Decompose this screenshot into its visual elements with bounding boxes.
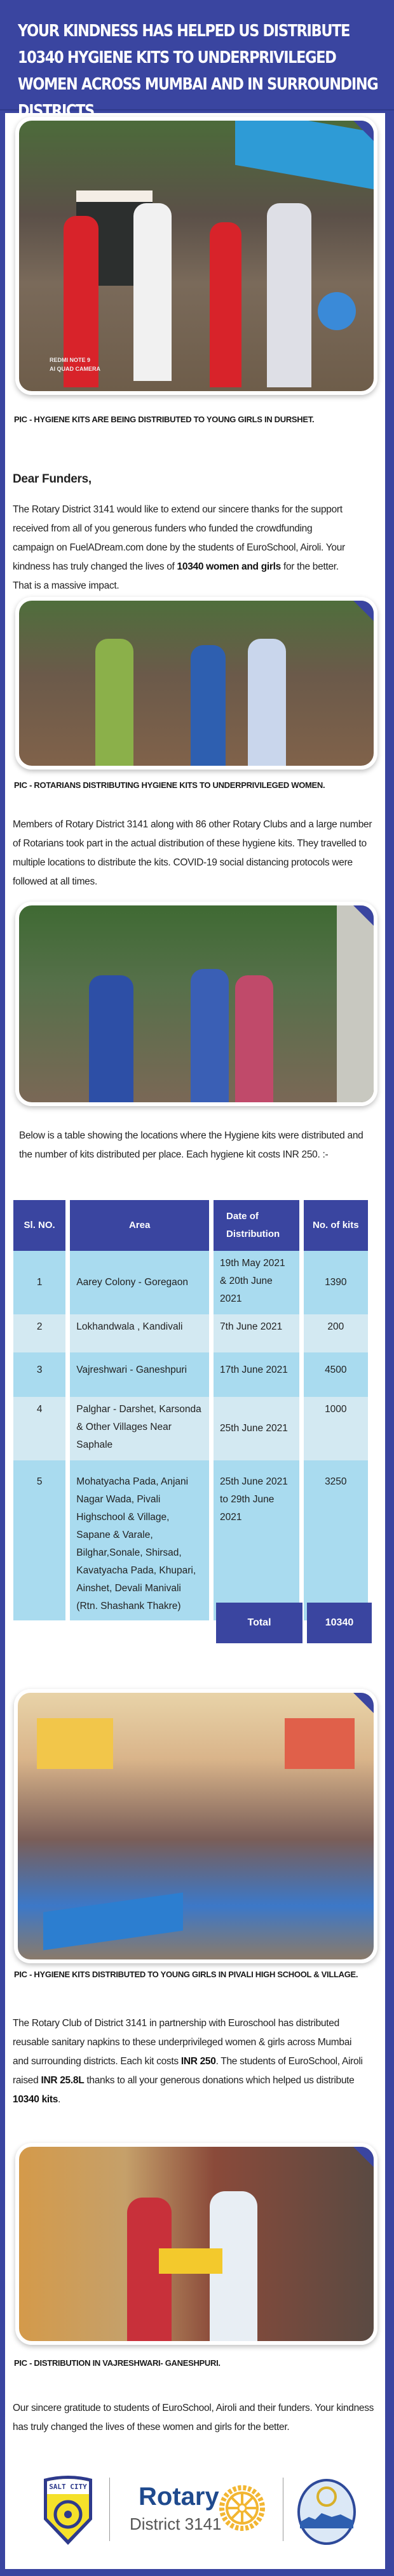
- photo-rotarians-distributing: [15, 597, 377, 770]
- partnership-paragraph: The Rotary Club of District 3141 in part…: [13, 2018, 363, 2105]
- photo-caption: PIC - HYGIENE KITS DISTRIBUTED TO YOUNG …: [14, 1970, 358, 1979]
- photo-durshet: REDMI NOTE 9 AI QUAD CAMERA: [15, 117, 377, 395]
- table-row: 2 Lokhandwala , Kandivali 7th June 2021 …: [13, 1314, 368, 1352]
- corner-accent: [350, 905, 374, 930]
- salt-city-logo-text: SALT CITY: [49, 2483, 87, 2491]
- photo-caption: PIC - DISTRIBUTION IN VAJRESHWARI- GANES…: [14, 2358, 221, 2368]
- club-emblem-logo: [297, 2479, 356, 2545]
- gratitude-paragraph: Our sincere gratitude to students of Eur…: [13, 2403, 374, 2433]
- col-header-area: Area: [70, 1200, 210, 1251]
- rotary-wheel-icon: [219, 2485, 265, 2531]
- total-value: 10340: [307, 1603, 372, 1643]
- corner-accent: [350, 1693, 374, 1717]
- corner-accent: [350, 2147, 374, 2171]
- rotary-wordmark: Rotary: [139, 2483, 219, 2511]
- photo-pivali-school: [14, 1689, 377, 1963]
- table-row: 4 Palghar - Darshet, Karsonda & Other Vi…: [13, 1397, 368, 1460]
- distribution-paragraph: Members of Rotary District 3141 along wi…: [13, 819, 372, 887]
- corner-accent: [350, 601, 374, 625]
- table-row: 3 Vajreshwari - Ganeshpuri 17th June 202…: [13, 1352, 368, 1397]
- photo-vajreshwari: [15, 2143, 377, 2345]
- intro-paragraph: The Rotary District 3141 would like to e…: [13, 504, 345, 591]
- col-header-sl-no: Sl. NO.: [13, 1200, 66, 1251]
- divider: [109, 2478, 110, 2541]
- greeting: Dear Funders,: [13, 472, 92, 486]
- table-row: 1 Aarey Colony - Goregaon 19th May 2021 …: [13, 1251, 368, 1314]
- table-row: 5 Mohatyacha Pada, Anjani Nagar Wada, Pi…: [13, 1460, 368, 1620]
- photo-caption: PIC - ROTARIANS DISTRIBUTING HYGIENE KIT…: [14, 780, 325, 790]
- distribution-table: Sl. NO. Area Date of Distribution No. of…: [9, 1200, 372, 1620]
- header-banner: YOUR KINDNESS HAS HELPED US DISTRIBUTE 1…: [0, 0, 394, 121]
- corner-accent: [350, 121, 374, 145]
- total-label: Total: [216, 1603, 302, 1643]
- table-intro-paragraph: Below is a table showing the locations w…: [19, 1130, 363, 1160]
- col-header-kits: No. of kits: [303, 1200, 368, 1251]
- camera-watermark: REDMI NOTE 9 AI QUAD CAMERA: [50, 357, 100, 372]
- photo-caption: PIC - HYGIENE KITS ARE BEING DISTRIBUTED…: [14, 415, 315, 424]
- col-header-date: Date of Distribution: [214, 1200, 299, 1251]
- photo-women-kits: [15, 902, 377, 1106]
- district-wordmark: District 3141: [130, 2514, 222, 2533]
- page-title: YOUR KINDNESS HAS HELPED US DISTRIBUTE 1…: [18, 22, 379, 121]
- salt-city-logo: SALT CITY: [42, 2475, 94, 2546]
- footer-logos: SALT CITY Rotary District 3141: [0, 2470, 394, 2553]
- rotary-district-logo: Rotary District 3141: [127, 2483, 267, 2540]
